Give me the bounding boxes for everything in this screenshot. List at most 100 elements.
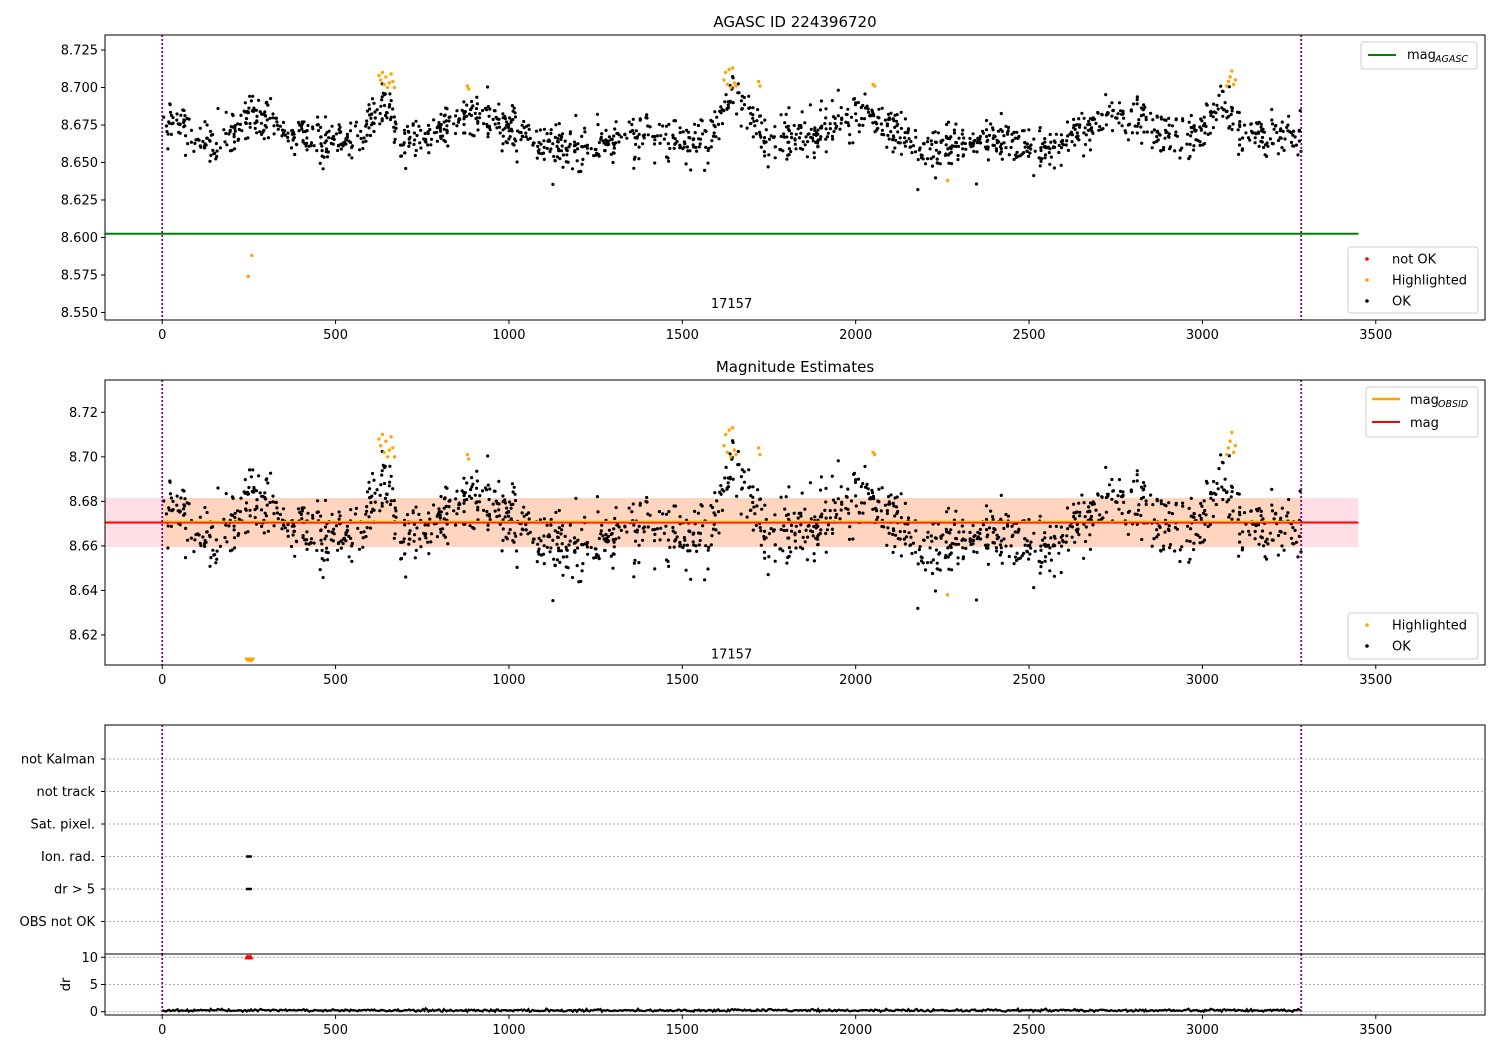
ok-point xyxy=(892,529,896,533)
ok-point xyxy=(934,140,938,144)
ok-point xyxy=(350,544,354,548)
ok-point xyxy=(326,150,330,154)
ok-point xyxy=(892,135,896,139)
highlighted-point xyxy=(382,82,386,87)
ok-point xyxy=(408,141,412,145)
ok-point xyxy=(165,130,169,134)
ok-point xyxy=(1150,130,1154,134)
ok-point xyxy=(985,134,989,139)
ok-point xyxy=(498,522,502,527)
ok-point xyxy=(549,517,553,522)
ok-point xyxy=(1210,110,1214,114)
ok-point xyxy=(950,162,954,166)
ok-point xyxy=(1104,465,1108,469)
ok-point xyxy=(698,538,702,543)
ok-point xyxy=(597,557,601,561)
ok-point xyxy=(1041,142,1045,146)
highlighted-point xyxy=(725,82,730,87)
ok-point xyxy=(289,544,294,549)
ok-point xyxy=(568,523,572,527)
ok-point xyxy=(1006,514,1011,518)
ok-point xyxy=(353,124,357,128)
ok-point xyxy=(184,134,188,138)
ok-point xyxy=(907,137,911,141)
ok-point xyxy=(164,512,168,516)
ok-point xyxy=(306,123,310,128)
ok-point xyxy=(513,492,517,496)
ok-point xyxy=(1087,505,1091,509)
ok-point xyxy=(447,505,451,509)
ok-point xyxy=(614,120,618,124)
ok-point xyxy=(789,150,793,154)
ok-point xyxy=(668,545,672,550)
ok-point xyxy=(722,489,726,493)
highlighted-point xyxy=(378,443,383,448)
dr-plot-area xyxy=(105,954,1485,1015)
ok-point xyxy=(385,500,389,504)
ok-point xyxy=(500,549,504,553)
ok-point xyxy=(1135,95,1139,99)
ok-point xyxy=(1120,511,1124,516)
ok-point xyxy=(760,507,764,511)
ok-point xyxy=(1166,527,1170,531)
ok-point xyxy=(577,580,581,584)
ok-point xyxy=(611,141,615,145)
ok-point xyxy=(549,147,553,151)
ok-point xyxy=(1158,525,1162,530)
ok-point xyxy=(315,123,319,127)
ok-point xyxy=(542,127,547,131)
ok-point xyxy=(862,117,867,121)
ok-point xyxy=(1181,504,1185,508)
agasc-xtick-label: 1500 xyxy=(666,328,699,343)
ok-point xyxy=(350,541,354,546)
ok-point xyxy=(787,546,792,550)
ok-point xyxy=(511,118,515,122)
ok-point xyxy=(286,135,290,139)
ok-point xyxy=(469,496,474,500)
ok-point xyxy=(275,120,279,124)
ok-point xyxy=(956,556,960,560)
ok-point xyxy=(907,531,911,535)
ok-point xyxy=(653,138,657,142)
ok-point xyxy=(426,123,431,127)
ok-point xyxy=(718,490,722,494)
ok-point xyxy=(193,141,197,145)
ok-point xyxy=(804,528,808,532)
ok-point xyxy=(246,110,251,115)
ok-point xyxy=(574,496,578,500)
ok-point xyxy=(231,496,235,500)
ok-point xyxy=(833,116,837,120)
ok-point xyxy=(1029,540,1033,544)
ok-point xyxy=(1078,510,1082,514)
ok-point xyxy=(296,507,301,511)
ok-point xyxy=(521,135,525,139)
ok-point xyxy=(1192,148,1196,152)
ok-point xyxy=(866,487,870,491)
ok-point xyxy=(903,501,908,505)
ok-point xyxy=(717,137,721,141)
ok-point xyxy=(943,556,948,560)
ok-point xyxy=(563,534,567,539)
ok-point xyxy=(545,146,549,151)
ok-point xyxy=(216,106,220,111)
ok-point xyxy=(916,562,920,566)
ok-point xyxy=(413,138,417,142)
ok-point xyxy=(1110,114,1114,118)
ok-point xyxy=(233,511,237,515)
ok-point xyxy=(1276,533,1281,538)
ok-point xyxy=(227,524,231,528)
ok-point xyxy=(641,142,645,146)
ok-point xyxy=(839,121,843,125)
ok-point xyxy=(1214,502,1218,507)
ok-point xyxy=(182,108,186,113)
mag-ytick-label: 8.70 xyxy=(69,450,98,465)
ok-point xyxy=(834,515,838,520)
ok-point xyxy=(178,509,182,513)
ok-point xyxy=(975,550,979,555)
ok-point xyxy=(1142,481,1146,485)
highlighted-point xyxy=(725,450,730,455)
ok-point xyxy=(567,543,571,547)
ok-point xyxy=(1192,512,1196,516)
ok-point xyxy=(1212,102,1216,106)
ok-point xyxy=(175,118,179,122)
